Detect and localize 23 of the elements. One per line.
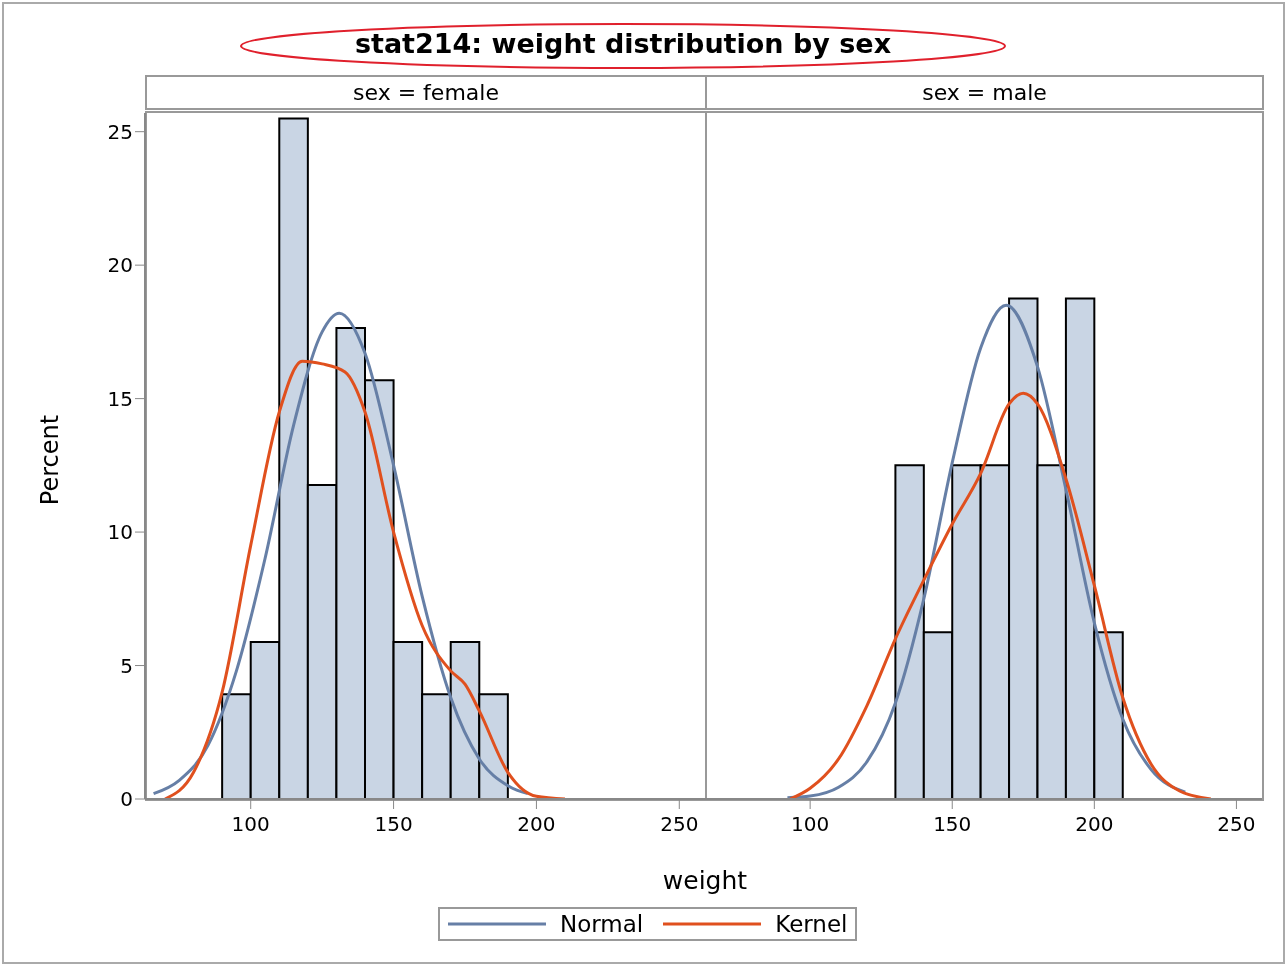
y-tick-label: 0: [120, 787, 133, 812]
x-tick-label: 250: [660, 812, 699, 837]
y-tick-label: 10: [107, 520, 133, 545]
y-tick-label: 15: [107, 386, 133, 411]
y-tick-label: 20: [107, 253, 133, 278]
x-tick-label: 100: [791, 812, 830, 837]
chart-subtitle: sex = female: [145, 75, 707, 110]
x-tick-label: 200: [1075, 812, 1114, 837]
x-tick-label: 250: [1217, 812, 1256, 837]
chart-title: stat214: weight distribution by sex: [353, 28, 893, 59]
line-series: [152, 311, 530, 796]
x-tick-label: 100: [231, 812, 270, 837]
x-tick-label: 200: [517, 812, 556, 837]
x-tick-label: 150: [933, 812, 972, 837]
y-tick-label: 25: [107, 119, 133, 144]
x-axis-title: weight: [661, 866, 749, 895]
legend-label: Kernel: [775, 911, 848, 937]
line-series: [163, 359, 567, 799]
y-axis-title: Percent: [36, 413, 64, 508]
x-tick-label: 150: [374, 812, 413, 837]
legend-label: Normal: [560, 911, 644, 937]
y-tick-label: 5: [120, 653, 133, 678]
chart-subtitle: sex = male: [705, 75, 1264, 110]
